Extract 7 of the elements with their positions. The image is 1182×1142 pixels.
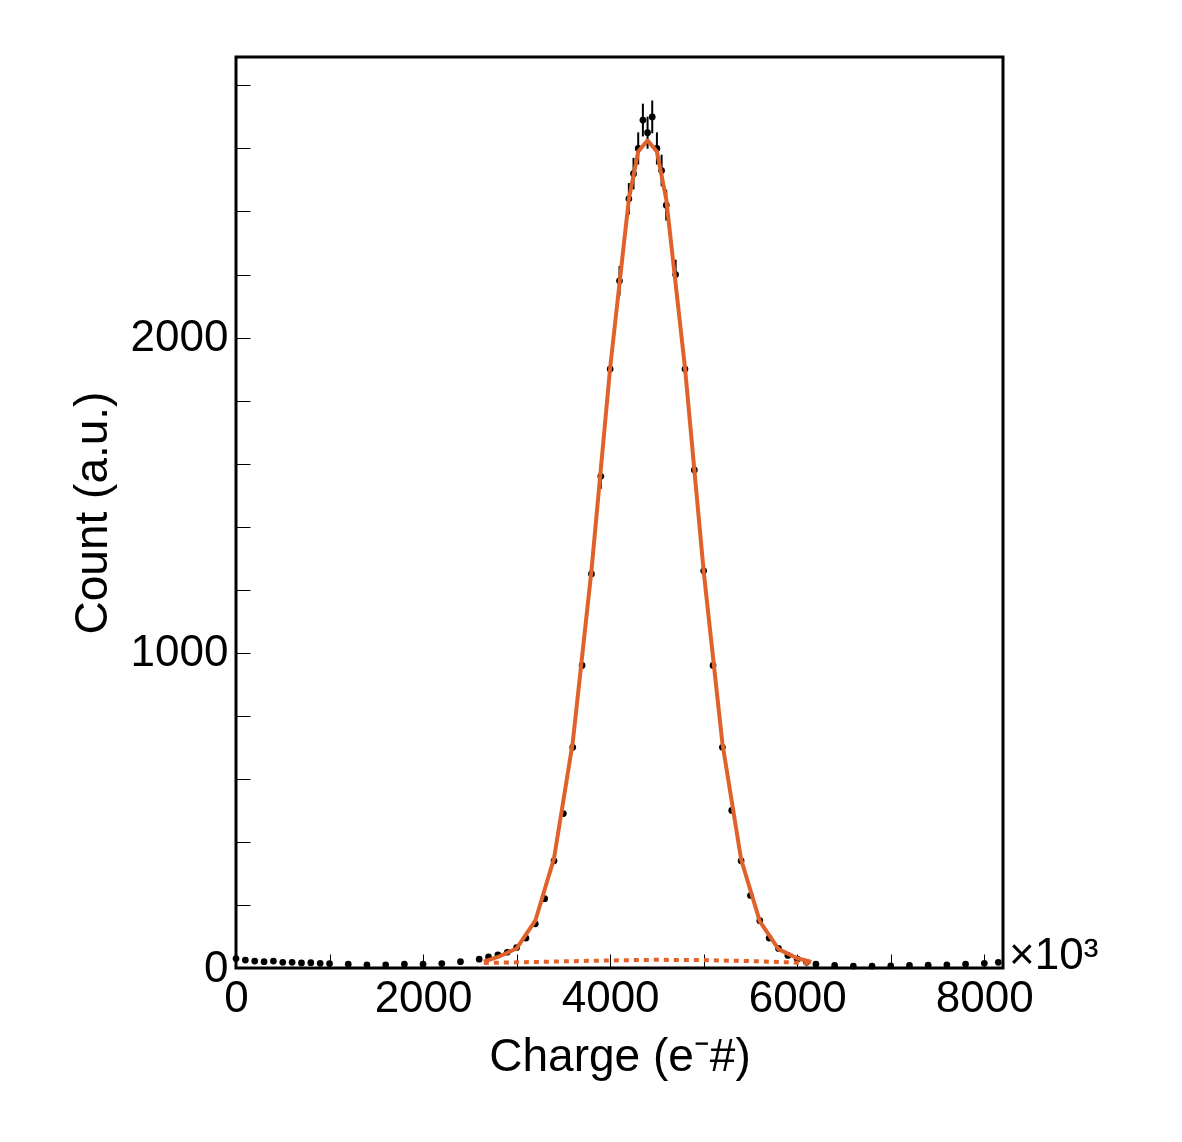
x-axis-title: Charge (e⁻#) — [489, 1028, 751, 1081]
y-axis-title: Count (a.u.) — [64, 391, 117, 635]
x-tick-label: 2000 — [374, 971, 473, 1021]
x-tick-label: 6000 — [748, 971, 847, 1021]
y-tick-label: 1000 — [130, 626, 229, 676]
x-tick-label: 4000 — [561, 971, 660, 1021]
y-tick-label: 2000 — [130, 311, 229, 361]
